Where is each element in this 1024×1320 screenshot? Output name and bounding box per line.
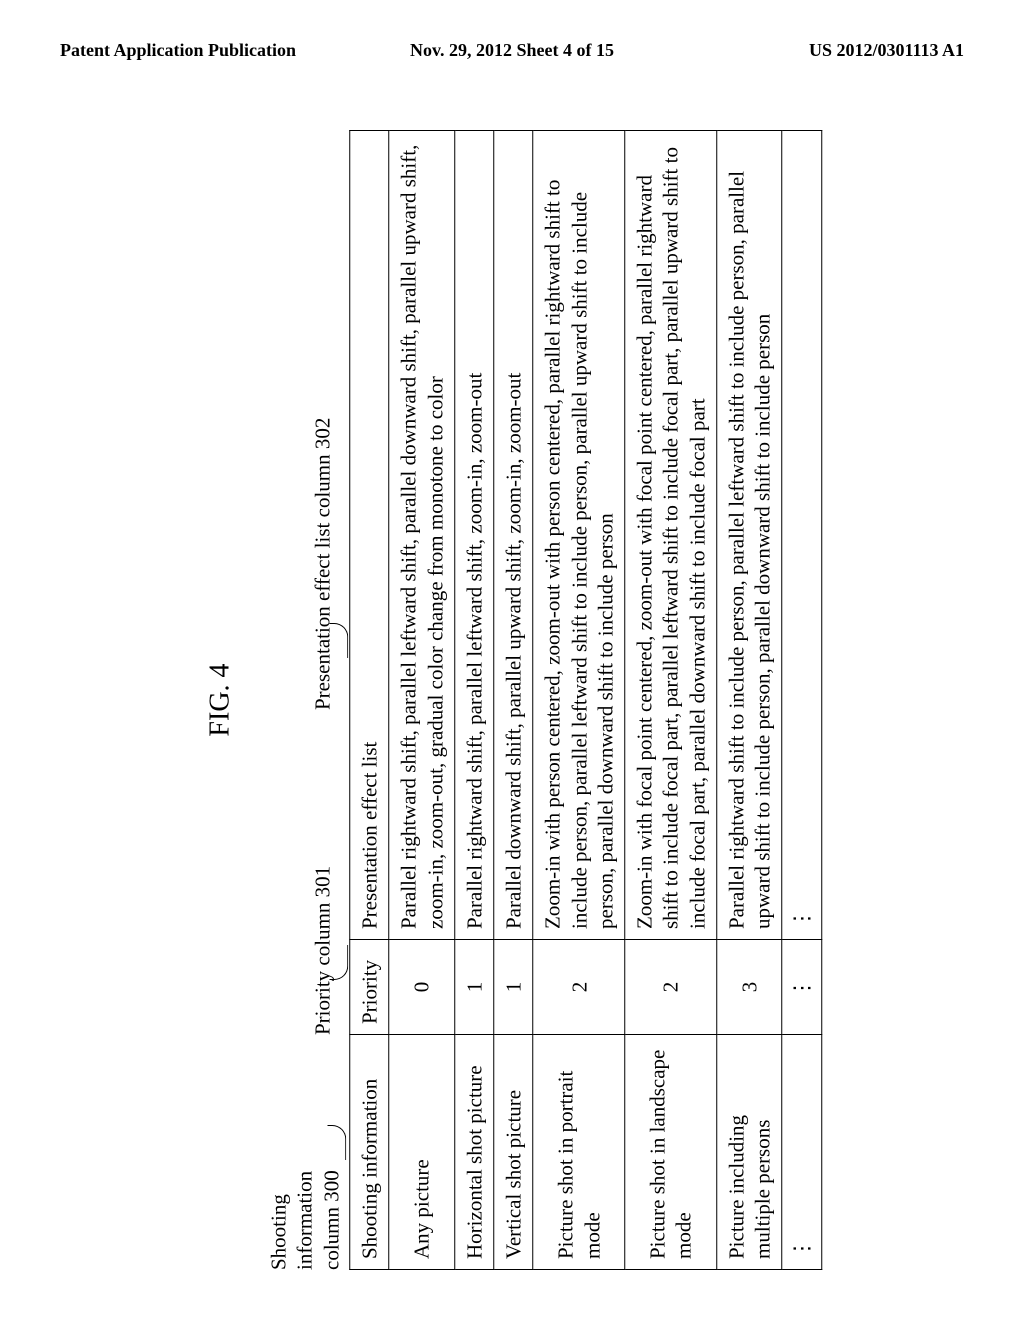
cell-priority: 2 [533, 940, 625, 1035]
presentation-effect-table: Shooting information Priority Presentati… [349, 130, 822, 1270]
leader-301-icon [329, 945, 348, 980]
cell-priority: 1 [494, 940, 533, 1035]
page: Patent Application Publication Nov. 29, … [0, 0, 1024, 1320]
cell-info: Vertical shot picture [494, 1035, 533, 1270]
cell-effect: Parallel rightward shift, parallel leftw… [455, 131, 494, 940]
th-shooting-info: Shooting information [350, 1035, 389, 1270]
cell-effect: Parallel rightward shift to include pers… [717, 131, 783, 940]
cell-info: Picture shot in landscape mode [625, 1035, 717, 1270]
table-header-row: Shooting information Priority Presentati… [350, 131, 389, 1270]
cell-priority: 3 [717, 940, 783, 1035]
cell-effect: ⋮ [782, 131, 821, 940]
figure-4: FIG. 4 Shooting information column 300 P… [202, 130, 822, 1270]
header-right: US 2012/0301113 A1 [809, 40, 964, 61]
cell-info: Horizontal shot picture [455, 1035, 494, 1270]
table-row: Any picture 0 Parallel rightward shift, … [389, 131, 455, 1270]
column-labels: Shooting information column 300 Priority… [265, 130, 345, 1270]
th-priority: Priority [350, 940, 389, 1035]
cell-effect: Zoom-in with focal point centered, zoom-… [625, 131, 717, 940]
leader-302-icon [329, 623, 348, 658]
cell-priority: 1 [455, 940, 494, 1035]
cell-effect: Parallel rightward shift, parallel leftw… [389, 131, 455, 940]
table-row: Picture including multiple persons 3 Par… [717, 131, 783, 1270]
cell-info: Picture shot in portrait mode [533, 1035, 625, 1270]
cell-effect: Parallel downward shift, parallel upward… [494, 131, 533, 940]
cell-info: Any picture [389, 1035, 455, 1270]
cell-info: Picture including multiple persons [717, 1035, 783, 1270]
cell-priority: ⋮ [782, 940, 821, 1035]
cell-priority: 2 [625, 940, 717, 1035]
table-row: ⋮ ⋮ ⋮ [782, 131, 821, 1270]
cell-info: ⋮ [782, 1035, 821, 1270]
table-row: Vertical shot picture 1 Parallel downwar… [494, 131, 533, 1270]
label-column-302: Presentation effect list column 302 [309, 418, 335, 710]
table-row: Picture shot in landscape mode 2 Zoom-in… [625, 131, 717, 1270]
figure-caption: FIG. 4 [202, 130, 237, 1270]
cell-effect: Zoom-in with person centered, zoom-out w… [533, 131, 625, 940]
figure-rotated-wrapper: FIG. 4 Shooting information column 300 P… [202, 130, 822, 1270]
table-row: Horizontal shot picture 1 Parallel right… [455, 131, 494, 1270]
table-row: Picture shot in portrait mode 2 Zoom-in … [533, 131, 625, 1270]
cell-priority: 0 [389, 940, 455, 1035]
th-effect-list: Presentation effect list [350, 131, 389, 940]
leader-300-icon [327, 1125, 346, 1160]
